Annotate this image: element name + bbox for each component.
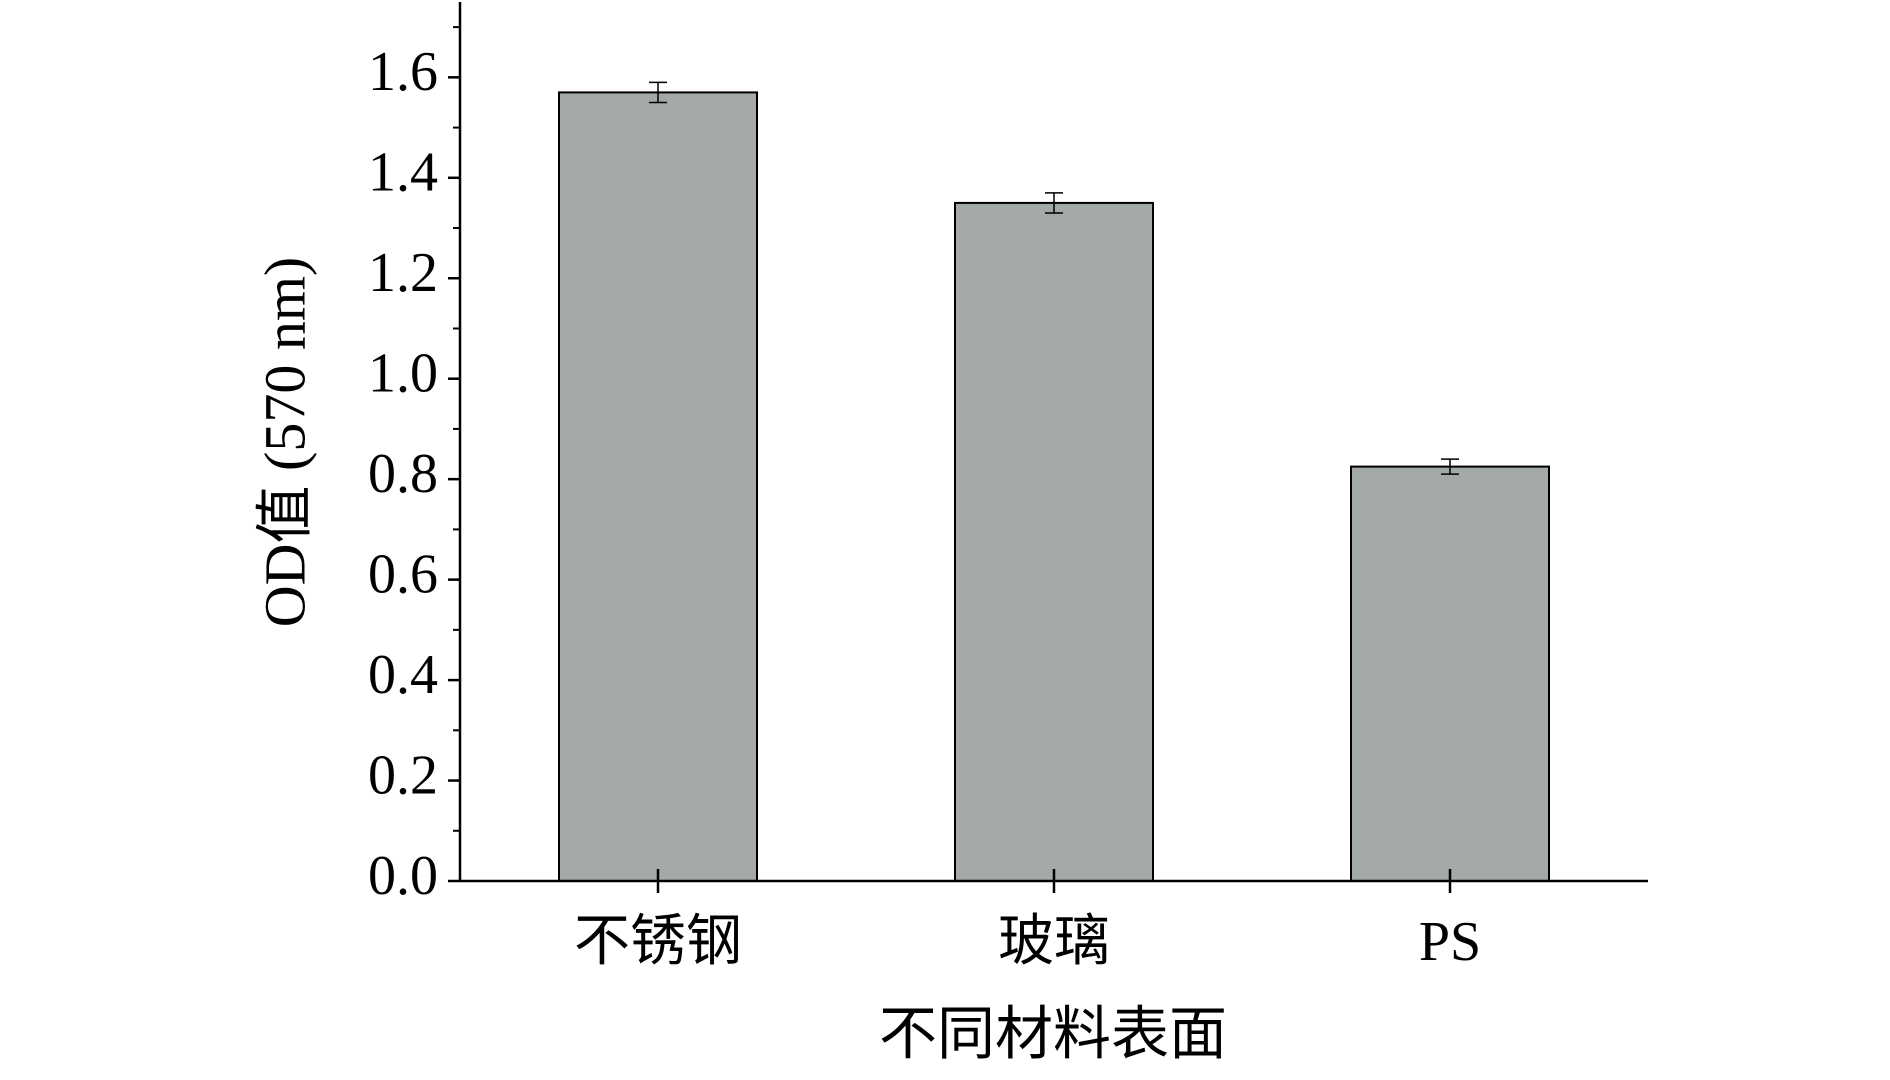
y-tick-label: 0.4 <box>368 644 438 706</box>
y-tick-label: 0.2 <box>368 744 438 806</box>
y-tick-label: 1.6 <box>368 41 438 103</box>
y-tick-label: 0.8 <box>368 443 438 505</box>
bar <box>954 201 1154 882</box>
bar <box>558 91 758 882</box>
y-tick-label: 0.6 <box>368 543 438 605</box>
x-tick-label: PS <box>1419 911 1481 973</box>
y-axis-label: OD值 (570 nm) <box>252 257 317 628</box>
y-tick-label: 1.4 <box>368 142 438 204</box>
y-tick-label: 0.0 <box>368 845 438 907</box>
x-axis-label: 不同材料表面 <box>879 1001 1227 1066</box>
x-tick-label: 不锈钢 <box>574 911 742 973</box>
bar <box>1350 465 1550 882</box>
y-tick-label: 1.0 <box>368 343 438 405</box>
y-tick-label: 1.2 <box>368 242 438 304</box>
x-tick-label: 玻璃 <box>998 911 1110 973</box>
